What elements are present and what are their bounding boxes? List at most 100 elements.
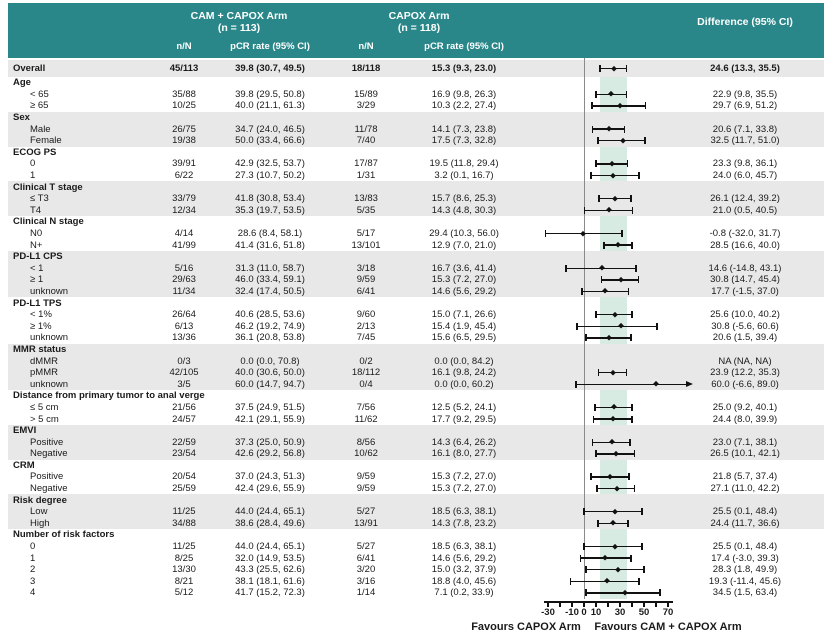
arm1-n: (n = 113) [217,22,261,34]
arm1-pcr-rate: 39.8 (30.7, 49.5) [235,63,305,74]
ci-upper-cap [625,90,628,98]
arm2-pcr-rate: 10.3 (2.2, 27.4) [431,100,497,112]
arm2-nN: 13/83 [354,193,378,205]
ci-lower-cap [595,450,597,458]
confidence-interval-bar [536,413,698,425]
point-estimate-marker [612,450,619,457]
arm2-nN: 8/56 [356,436,376,448]
difference-value: 17.7 (-1.5, 37.0) [711,285,779,297]
arm2-pcr-rate: 15.0 (7.1, 26.6) [431,309,497,321]
ci-lower-cap [600,276,603,284]
arm2-nN: 11/78 [354,123,378,135]
ci-upper-cap [625,65,628,72]
row-label: Clinical N stage [13,216,84,228]
row-label: High [30,517,50,529]
arm1-nN: 13/30 [172,564,196,576]
row-label: CRM [13,459,35,471]
arm1-pcr-rate: 42.6 (29.2, 56.8) [235,448,305,460]
difference-value: 21.8 (5.7, 37.4) [712,471,778,483]
point-estimate-marker [609,172,616,179]
ci-lower-cap [565,264,568,272]
row-label: 0 [30,158,36,170]
row-label: ≥ 1% [30,320,52,332]
subgroup-header-row: ECOG PS [8,147,824,159]
arm2-nN: 1/31 [356,170,376,182]
subgroup-header-row: PD-L1 TPS [8,297,824,309]
confidence-interval-bar [536,367,698,379]
arm2-pcr-rate: 15.3 (9.3, 23.0) [431,63,497,74]
ci-lower-cap [598,195,600,203]
arm2-nN: 15/89 [354,88,378,100]
confidence-interval-bar [536,286,698,298]
ci-lower-cap [599,65,601,72]
ci-upper-cap [627,287,630,295]
table-row: unknown 13/36 36.1 (20.8, 53.8) 7/45 15.6 (6… [8,332,824,344]
difference-value: 24.0 (6.0, 45.7) [712,170,778,182]
arm1-nN: 11/34 [172,285,196,297]
row-label: < 1% [30,309,52,321]
favours-capox-label: Favours CAPOX Arm [471,621,581,633]
row-label: < 65 [30,88,49,100]
axis-tick [559,602,561,607]
table-row: Female 19/38 50.0 (33.4, 66.6) 7/40 17.5 (7.… [8,134,824,147]
difference-value: 25.5 (0.1, 48.4) [712,506,778,518]
row-label: Age [13,77,31,89]
subgroup-header-row: EMVI [8,424,824,437]
arm1-nN: 13/36 [172,332,196,344]
row-label: Positive [30,471,64,483]
ci-lower-cap [596,485,598,493]
point-estimate-marker [622,589,629,597]
confidence-interval-bar [536,552,698,564]
confidence-interval-bar [536,158,698,170]
arm1-nN: 8/25 [174,552,194,564]
arm1-nN: 4/14 [174,228,194,240]
point-estimate-marker [617,276,625,283]
arm1-pcr-rate: 32.4 (17.4, 50.5) [235,285,305,297]
arm1-pcr-rate: 31.3 (11.0, 58.7) [235,262,305,274]
arm2-pcr-rate: 15.4 (1.9, 45.4) [431,320,497,332]
point-estimate-marker [619,137,627,144]
ci-upper-cap [630,554,632,562]
arm1-pcr-rate: 42.9 (32.5, 53.7) [235,158,305,170]
table-row: Positive 22/59 37.3 (25.0, 50.9) 8/56 14.3 (… [8,436,824,448]
arm1-nN: 33/79 [172,193,196,205]
row-label: ECOG PS [13,146,57,158]
row-label: Distance from primary tumor to anal verg… [13,390,205,402]
difference-value: 23.9 (12.2, 35.3) [710,367,780,379]
difference-value: 30.8 (14.7, 45.4) [710,274,780,286]
row-label: N0 [30,228,43,240]
axis-tick-label: 50 [638,607,650,618]
row-label: dMMR [30,355,58,367]
axis-tick-label: -30 [541,607,555,618]
arm1-pcr-rate: 38.1 (18.1, 61.6) [235,575,305,587]
table-row: unknown 3/5 60.0 (14.7, 94.7) 0/4 0.0 (0.0, … [8,378,824,391]
row-label: ≤ T3 [30,193,49,205]
subgroup-header-row: PD-L1 CPS [8,250,824,263]
point-estimate-marker [611,508,618,515]
table-row: N+ 41/99 41.4 (31.6, 51.8) 13/101 12.9 (7.0,… [8,239,824,251]
row-label: unknown [30,378,69,390]
table-row: 1 6/22 27.3 (10.7, 50.2) 1/31 3.2 (0.1, 16.7… [8,170,824,182]
subgroup-header-row: Sex [8,111,824,124]
arm2-pcr-rate: 18.5 (6.3, 38.1) [431,506,497,518]
ci-lower-cap [591,102,594,110]
ci-lower-cap [592,415,595,423]
row-label: 1 [30,552,36,564]
ci-lower-cap [575,380,577,388]
arm1-nN: 45/113 [169,63,199,74]
row-label: Male [30,123,51,135]
arm2-pcr-rate: 16.1 (8.0, 27.7) [431,448,497,460]
table-row: ≥ 65 10/25 40.0 (21.1, 61.3) 3/29 10.3 (2.2,… [8,100,824,112]
ci-upper-cap [631,241,633,249]
point-estimate-marker [579,230,587,237]
table-row: 4 5/12 41.7 (15.2, 72.3) 1/14 7.1 (0.2, 33.9… [8,587,824,599]
difference-value: 28.3 (1.8, 49.9) [712,564,778,576]
arm2-pcr-rate: 15.3 (7.2, 27.0) [431,483,497,495]
arm2-pcr-rate: 14.3 (7.8, 23.2) [431,517,497,529]
difference-value: 30.8 (-5.6, 60.6) [711,320,779,332]
point-estimate-marker [611,543,618,550]
arm2-pcr-rate: 15.3 (7.2, 27.0) [431,471,497,483]
arm1-pcr-rate: 44.0 (24.4, 65.1) [235,541,305,553]
arm2-pcr-rate: 29.4 (10.3, 56.0) [429,228,499,240]
